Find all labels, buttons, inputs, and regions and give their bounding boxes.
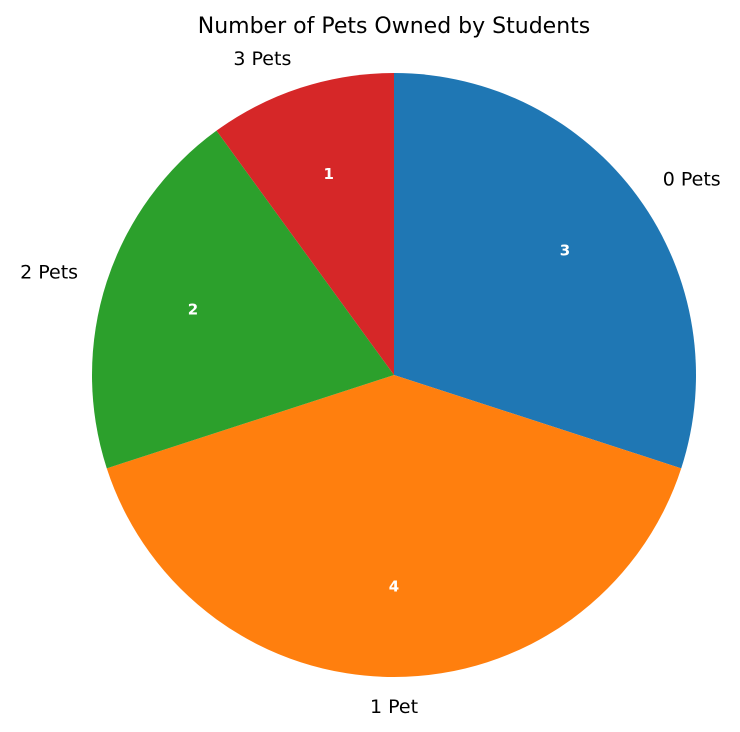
- category-labels: 0 Pets 1 Pet 2 Pets 3 Pets: [20, 48, 721, 718]
- value-label-0-pets: 3: [560, 242, 570, 260]
- pie-slices: [91, 73, 696, 677]
- value-label-3-pets: 1: [323, 165, 333, 183]
- value-labels: 3 4 2 1: [188, 165, 571, 595]
- value-label-1-pet: 4: [389, 577, 399, 595]
- category-label-2-pets: 2 Pets: [20, 261, 78, 283]
- chart-title: Number of Pets Owned by Students: [198, 14, 590, 39]
- pie-slice-3-pets: [216, 73, 394, 375]
- pie-slice-1-pet: [106, 375, 682, 677]
- category-label-3-pets: 3 Pets: [233, 48, 291, 70]
- pie-slice-0-pets: [394, 73, 696, 469]
- pie-slice-2-pets: [91, 130, 394, 469]
- category-label-0-pets: 0 Pets: [663, 169, 721, 191]
- category-label-1-pet: 1 Pet: [370, 696, 418, 718]
- value-label-2-pets: 2: [188, 301, 198, 319]
